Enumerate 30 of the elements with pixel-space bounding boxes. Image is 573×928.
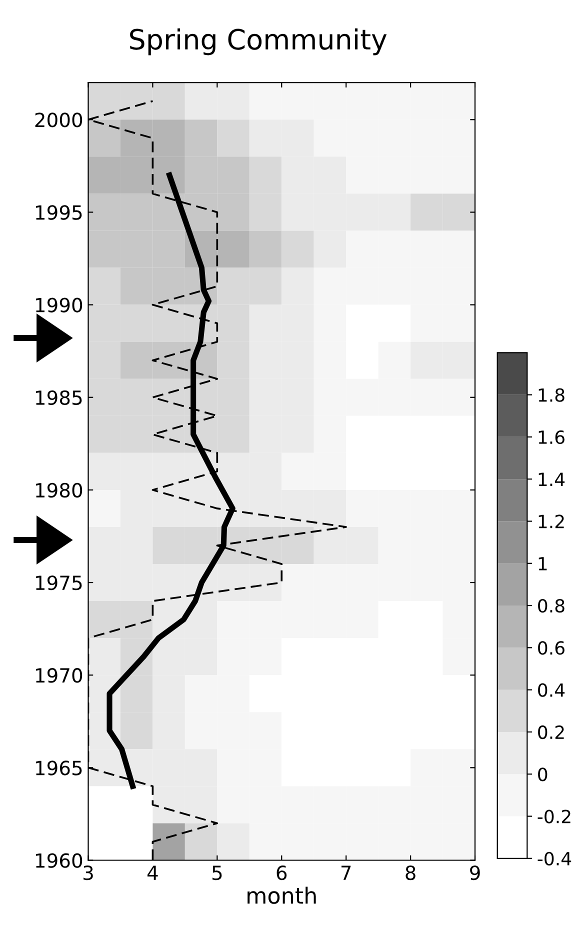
y-tick-label: 1975: [36, 575, 82, 590]
x-tick-label: 7: [342, 866, 351, 880]
x-tick-label: 4: [147, 866, 158, 880]
chart-title: Spring Community: [130, 28, 387, 56]
color-bar-label: 1.4: [538, 472, 565, 486]
y-tick-label: 1990: [36, 298, 82, 312]
x-tick-label: 5: [212, 866, 222, 880]
color-bar-label: -0.2: [538, 810, 570, 824]
color-bar-label: 0.8: [538, 598, 564, 613]
y-tick-label: 2000: [35, 112, 82, 128]
color-bar-label: 1.6: [538, 430, 564, 444]
x-tick-label: 8: [406, 865, 416, 880]
y-tick-label: 1980: [36, 482, 82, 498]
x-tick-label: 9: [470, 865, 480, 880]
y-tick-label: 1970: [36, 668, 82, 683]
color-bar-label: 1: [538, 557, 547, 570]
y-tick-label: 1965: [36, 760, 82, 776]
color-bar-label: 0.4: [538, 683, 565, 697]
color-bar-label: -0.4: [538, 852, 572, 866]
x-tick-label: 6: [276, 865, 287, 880]
x-axis-title: month: [248, 886, 316, 904]
color-bar-label: 1.8: [538, 388, 564, 402]
color-bar-label: 0.2: [538, 725, 564, 740]
y-tick-label: 1995: [36, 205, 82, 220]
color-bar-label: 1.2: [538, 514, 564, 528]
y-tick-label: 1960: [36, 853, 82, 868]
x-tick-label: 3: [84, 865, 93, 880]
y-tick-label: 1985: [36, 390, 82, 406]
color-bar-label: 0.6: [538, 641, 564, 655]
color-bar-label: 0: [538, 768, 548, 782]
